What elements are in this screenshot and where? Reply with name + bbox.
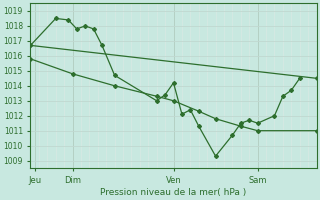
X-axis label: Pression niveau de la mer( hPa ): Pression niveau de la mer( hPa ) xyxy=(100,188,247,197)
